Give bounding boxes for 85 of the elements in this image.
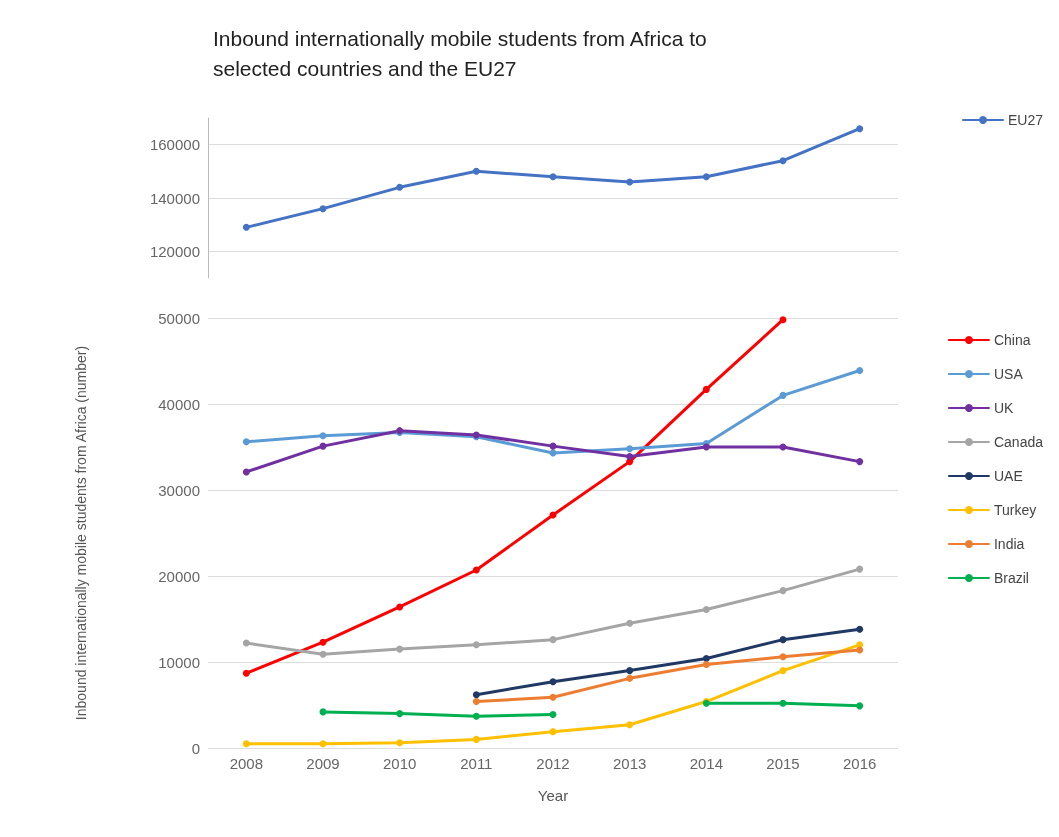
y-tick-label: 20000 (158, 567, 200, 585)
x-tick-label: 2015 (766, 755, 800, 772)
point (549, 173, 557, 181)
point (549, 728, 557, 736)
x-tick-label: 2013 (612, 755, 647, 772)
point (779, 667, 787, 675)
point (779, 316, 787, 324)
point (472, 566, 480, 574)
point (856, 366, 864, 374)
y-tick-label: 160000 (149, 136, 200, 154)
x-tick-label: 2008 (229, 755, 264, 772)
point (319, 740, 327, 748)
legend-label: China (993, 332, 1031, 348)
point (856, 702, 864, 710)
point (626, 178, 634, 186)
point (396, 710, 404, 718)
point (242, 438, 250, 446)
legend-label: UAE (993, 468, 1023, 484)
y-tick-label: 50000 (158, 309, 200, 327)
point (702, 661, 710, 669)
point (626, 452, 634, 460)
point (472, 712, 480, 720)
point (779, 157, 787, 165)
point (856, 458, 864, 466)
point (702, 385, 710, 393)
point (472, 691, 480, 699)
x-axis-title: Year (537, 787, 569, 804)
point (396, 603, 404, 611)
point (242, 669, 250, 677)
point (856, 646, 864, 654)
point (319, 432, 327, 440)
point (319, 205, 327, 213)
point (549, 710, 557, 718)
x-tick-label: 2014 (689, 755, 724, 772)
y-tick-label: 40000 (158, 395, 200, 413)
point (242, 639, 250, 647)
point (242, 740, 250, 748)
point (702, 606, 710, 614)
point (856, 125, 864, 133)
point (396, 739, 404, 747)
y-tick-label: 30000 (158, 481, 200, 499)
point (626, 721, 634, 729)
point (779, 391, 787, 399)
point (626, 674, 634, 682)
point (702, 173, 710, 181)
legend-label: Canada (993, 434, 1044, 450)
point (472, 698, 480, 706)
point (779, 587, 787, 595)
y-tick-label: 140000 (149, 189, 200, 207)
y-tick-label: 0 (191, 739, 200, 757)
x-tick-label: 2009 (306, 755, 340, 772)
point (396, 183, 404, 191)
x-tick-label: 2012 (536, 755, 570, 772)
point (396, 645, 404, 653)
point (779, 699, 787, 707)
point (626, 619, 634, 627)
point (472, 167, 480, 175)
legend-label: India (993, 536, 1025, 552)
point (319, 638, 327, 646)
point (779, 636, 787, 644)
x-tick-label: 2016 (842, 755, 877, 772)
legend-label: Brazil (993, 570, 1029, 586)
point (472, 641, 480, 649)
point (472, 735, 480, 743)
point (856, 565, 864, 573)
x-tick-label: 2010 (382, 755, 417, 772)
point (702, 655, 710, 663)
legend-label: USA (993, 366, 1024, 382)
y-axis-title: Inbound internationally mobile students from Africa (number) (73, 345, 89, 721)
y-tick-label: 10000 (158, 653, 200, 671)
point (549, 678, 557, 686)
x-tick-label: 2011 (460, 755, 493, 772)
point (242, 223, 250, 231)
point (626, 445, 634, 453)
chart-title: Inbound internationally mobile students from Africa to selected countries and the EU27 (213, 26, 713, 80)
point (626, 667, 634, 675)
legend-label: EU27 (1007, 112, 1044, 128)
point (549, 636, 557, 644)
point (319, 650, 327, 658)
legend-label: UK (993, 400, 1015, 416)
y-tick-label: 120000 (149, 242, 200, 260)
point (242, 468, 250, 476)
point (549, 693, 557, 701)
point (856, 625, 864, 633)
legend-label: Turkey (993, 502, 1037, 518)
